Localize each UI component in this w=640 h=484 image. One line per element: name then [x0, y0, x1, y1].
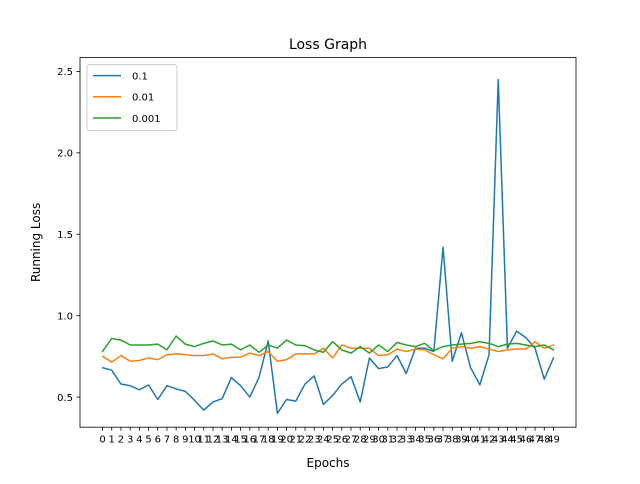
x-tick-label: 49	[547, 435, 560, 446]
x-tick-label: 29	[363, 435, 376, 446]
x-tick-label: 10	[188, 435, 201, 446]
x-tick-label: 14	[225, 435, 238, 446]
x-axis-ticks: 0 1 2 3 4 5 6 7 8 9 101112131415161718192021222324…	[99, 427, 560, 446]
x-tick-label: 8	[173, 435, 179, 446]
x-tick-label: 48	[538, 435, 551, 446]
legend-label-0: 0.1	[132, 71, 148, 82]
x-tick-label: 33	[400, 435, 413, 446]
x-tick-label: 26	[335, 435, 348, 446]
x-tick-label: 11	[197, 435, 210, 446]
x-tick-label: 12	[207, 435, 220, 446]
x-axis-label: Epochs	[307, 456, 350, 470]
x-tick-label: 35	[418, 435, 431, 446]
x-tick-label: 31	[381, 435, 394, 446]
x-tick-label: 38	[446, 435, 459, 446]
x-tick-label: 41	[473, 435, 486, 446]
x-tick-label: 9	[182, 435, 188, 446]
x-tick-label: 30	[372, 435, 385, 446]
x-tick-label: 1	[109, 435, 115, 446]
legend-box	[86, 64, 178, 132]
x-tick-label: 25	[326, 435, 339, 446]
x-tick-label: 16	[243, 435, 256, 446]
x-tick-label: 24	[317, 435, 330, 446]
x-tick-label: 45	[510, 435, 523, 446]
x-tick-label: 3	[127, 435, 133, 446]
x-tick-label: 27	[345, 435, 358, 446]
x-tick-label: 21	[289, 435, 302, 446]
x-tick-label: 2	[118, 435, 124, 446]
x-tick-label: 46	[519, 435, 532, 446]
y-tick-label: 1.0	[57, 311, 73, 322]
y-tick-label: 1.5	[57, 230, 73, 241]
x-tick-label: 40	[464, 435, 477, 446]
plot-frame	[79, 57, 577, 428]
x-tick-label: 43	[492, 435, 505, 446]
series-layer	[101, 78, 555, 415]
y-tick-label: 2.5	[57, 67, 73, 78]
x-tick-label: 37	[437, 435, 450, 446]
x-tick-label: 7	[164, 435, 170, 446]
x-tick-label: 36	[427, 435, 440, 446]
x-tick-label: 39	[455, 435, 468, 446]
y-axis-label: Running Loss	[29, 203, 43, 282]
x-tick-label: 42	[483, 435, 496, 446]
x-tick-label: 18	[262, 435, 275, 446]
x-tick-label: 5	[145, 435, 151, 446]
x-tick-label: 20	[280, 435, 293, 446]
legend-label-2: 0.001	[132, 114, 161, 125]
x-tick-label: 28	[354, 435, 367, 446]
x-tick-label: 47	[529, 435, 542, 446]
x-tick-label: 13	[216, 435, 229, 446]
chart-title: Loss Graph	[289, 37, 367, 53]
x-tick-label: 32	[391, 435, 404, 446]
x-tick-label: 15	[234, 435, 247, 446]
x-tick-label: 22	[299, 435, 312, 446]
series-line-2	[101, 335, 555, 354]
legend-label-1: 0.01	[132, 93, 154, 104]
series-line-0	[101, 78, 555, 415]
x-tick-label: 34	[409, 435, 422, 446]
x-tick-label: 0	[99, 435, 105, 446]
x-tick-label: 23	[308, 435, 321, 446]
x-tick-label: 4	[136, 435, 142, 446]
x-tick-label: 17	[253, 435, 266, 446]
series-line-1	[101, 340, 555, 363]
y-tick-label: 0.5	[57, 393, 73, 404]
x-tick-label: 6	[155, 435, 161, 446]
x-tick-label: 44	[501, 435, 514, 446]
legend: 0.1 0.01 0.001	[86, 64, 178, 132]
y-tick-label: 2.0	[57, 149, 73, 160]
x-tick-label: 19	[271, 435, 284, 446]
y-axis-ticks: 0.5 1.0 1.5 2.0 2.5	[57, 67, 80, 404]
